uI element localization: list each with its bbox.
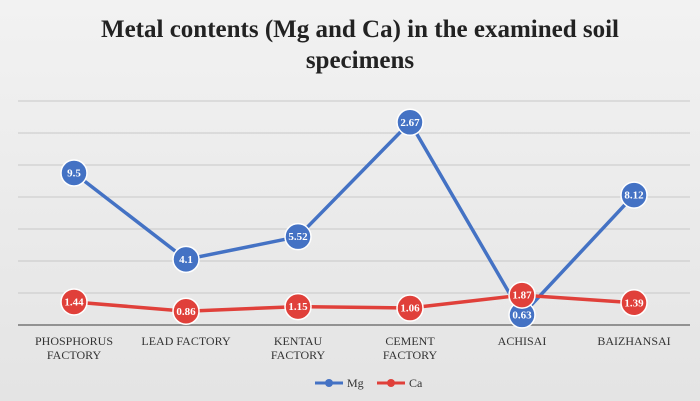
x-tick-label: KENTAU FACTORY: [270, 334, 326, 362]
data-label: 1.06: [400, 303, 420, 315]
marker: [620, 289, 648, 317]
marker: [172, 245, 200, 274]
line: [72, 119, 636, 318]
x-tick-label: CEMENT FACTORY: [382, 334, 438, 362]
marker: [508, 281, 536, 309]
data-label: 4.1: [179, 254, 193, 266]
marker: [620, 181, 648, 209]
data-label: 1.87: [512, 290, 532, 302]
marker: [60, 288, 88, 316]
marker: [284, 292, 312, 321]
marker: [396, 108, 424, 137]
data-label: 0.86: [176, 306, 196, 318]
line: [73, 293, 635, 313]
marker: [60, 159, 88, 187]
marker: [396, 294, 424, 322]
data-label: 0.63: [512, 309, 532, 321]
legend-marker: [387, 379, 395, 387]
legend-label: Mg: [347, 376, 364, 390]
marker: [172, 297, 200, 325]
x-tick-label: LEAD FACTORY: [141, 334, 231, 348]
chart-title: Metal contents (Mg and Ca) in the examin…: [100, 16, 620, 74]
data-label: 9.5: [67, 168, 81, 180]
x-tick-label: PHOSPHORUS FACTORY: [34, 334, 114, 362]
data-label: 2.67: [400, 117, 420, 129]
legend-marker: [325, 379, 333, 387]
data-label: 1.15: [288, 301, 308, 313]
marker: [284, 222, 312, 251]
x-tick-label: ACHISAI: [497, 334, 547, 348]
data-label: 5.52: [288, 231, 308, 243]
data-label: 1.44: [64, 296, 84, 308]
data-label: 8.12: [624, 190, 644, 202]
data-label: 1.39: [624, 297, 644, 309]
x-tick-label: BAIZHANSAI: [597, 334, 671, 348]
legend-label: Ca: [409, 376, 423, 390]
